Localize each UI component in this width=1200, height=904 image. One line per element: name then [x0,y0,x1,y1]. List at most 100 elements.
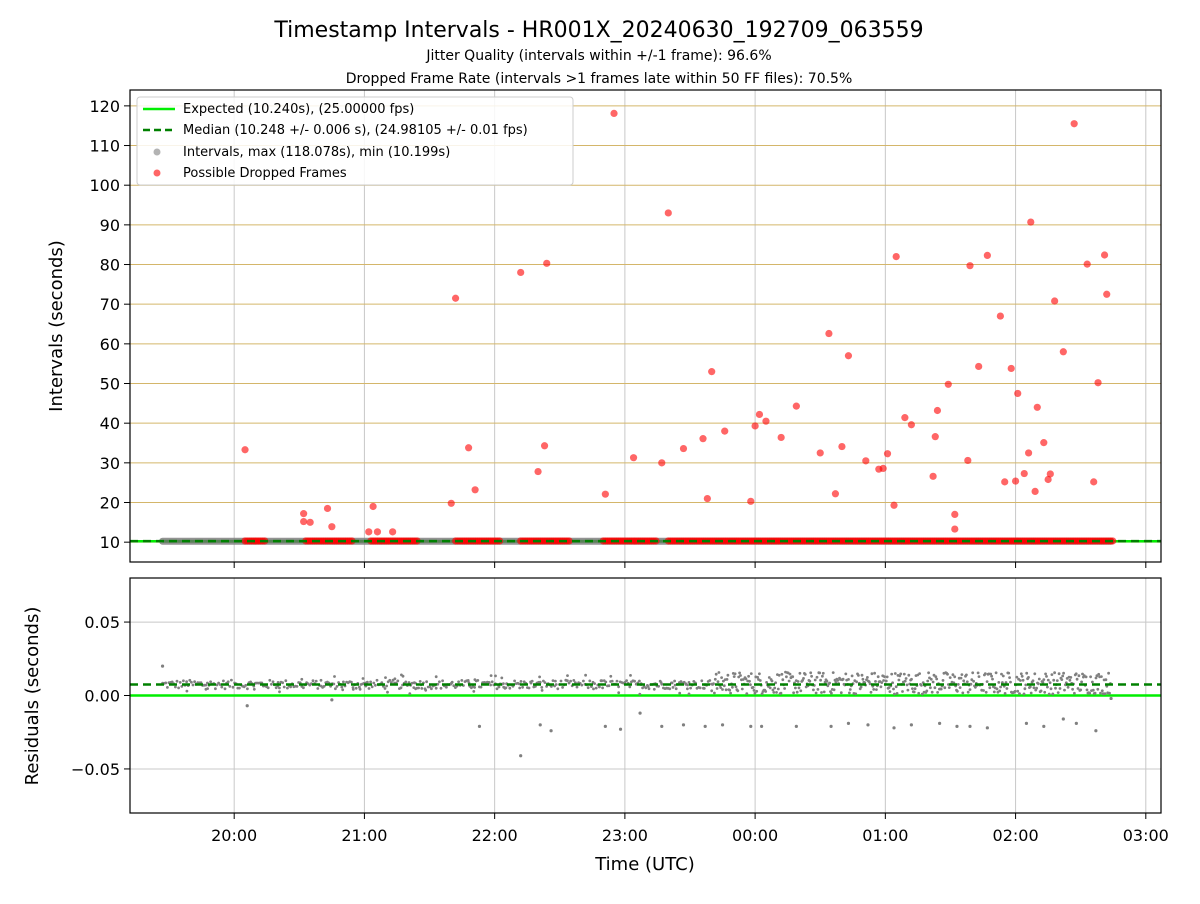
dropped-frame-point [1083,260,1091,268]
residual-outlier-point [1074,721,1078,726]
residual-point [722,684,726,688]
residual-point [972,679,975,683]
residual-point [1005,687,1009,690]
residual-point [572,679,576,682]
residual-point [425,680,428,684]
residual-outlier-point [1094,729,1098,733]
residual-point [888,690,892,693]
residual-point [566,679,569,683]
residual-point [869,690,873,694]
residual-point [278,690,281,694]
residual-point [401,674,405,678]
residual-point [813,678,817,682]
dropped-frame-point [862,457,870,465]
residual-point [1108,691,1111,695]
residual-point [1024,683,1028,687]
residual-point [434,675,438,679]
residual-point [550,685,553,688]
residual-point [1077,674,1081,678]
residual-point [170,680,174,684]
residual-point [901,690,904,693]
residual-point [370,685,374,689]
residual-point [341,688,345,692]
legend-intervals-swatch [153,148,161,156]
top-y-tick-label: 110 [89,137,120,156]
residual-point [1046,685,1049,689]
residual-point [904,677,908,680]
residual-point [990,674,993,678]
residual-point [749,672,753,675]
residual-point [445,685,448,689]
residual-outlier-point [968,724,972,728]
dropped-frame-point [762,417,770,425]
dropped-frame-point [721,427,729,435]
residual-point [825,679,829,683]
residual-point [832,688,836,692]
residual-outlier-point [245,704,249,708]
residual-point [559,679,563,683]
residual-point [893,692,896,696]
dropped-frame-point [816,449,824,457]
residual-point [861,677,865,681]
residual-point [997,681,1001,684]
residual-point [393,677,397,681]
residual-point [230,678,233,682]
residual-point [335,685,339,688]
residual-point [593,682,596,685]
residual-point [716,680,720,684]
residual-point [821,671,825,675]
residual-point [794,686,797,690]
dropped-frame-point [1051,297,1059,305]
residual-point [803,673,807,676]
legend: Expected (10.240s), (25.00000 fps) Media… [136,96,574,186]
residual-point [399,686,403,690]
dropped-frame-point [1070,120,1078,128]
residual-point [220,685,224,689]
residual-point [850,674,854,678]
residual-point [540,689,544,692]
residual-point [554,683,558,686]
dropped-frame-point [944,380,952,388]
residual-outlier-point [892,726,896,730]
residual-point [1069,676,1073,679]
residual-point [969,682,973,686]
residual-point [1044,672,1047,676]
residual-point [965,680,969,684]
residual-point [266,686,270,690]
residual-point [698,686,702,690]
residual-point [580,683,584,687]
x-tick-label: 23:00 [602,826,648,845]
residual-point [434,686,438,690]
residual-outlier-point [519,754,523,758]
legend-intervals-label: Intervals, max (118.078s), min (10.199s) [183,145,450,160]
residual-point [289,685,292,689]
residual-point [311,679,315,683]
residual-point [848,691,851,695]
residual-point [902,672,906,676]
residual-outlier-point [1042,724,1046,728]
residual-point [175,679,179,683]
residual-point [724,688,728,692]
residual-point [396,679,400,683]
residual-point [1029,691,1033,695]
residual-point [758,679,762,682]
residual-point [755,689,759,693]
residual-point [956,689,959,693]
dropped-frame-point [543,259,551,267]
residual-outlier-point [794,724,798,728]
residual-point [773,686,777,690]
residual-outlier-point [330,698,334,702]
residual-point [903,679,907,683]
dropped-frame-point [465,444,473,452]
residual-point [960,673,964,676]
residual-point [1084,675,1088,679]
dropped-frame-point [964,456,972,465]
residual-point [911,687,914,690]
residual-point [441,679,444,683]
residual-point [337,681,340,684]
residual-point [1049,687,1053,691]
residual-point [383,687,387,690]
residual-point [1056,691,1060,694]
residual-point [880,681,884,684]
residual-point [726,673,730,677]
